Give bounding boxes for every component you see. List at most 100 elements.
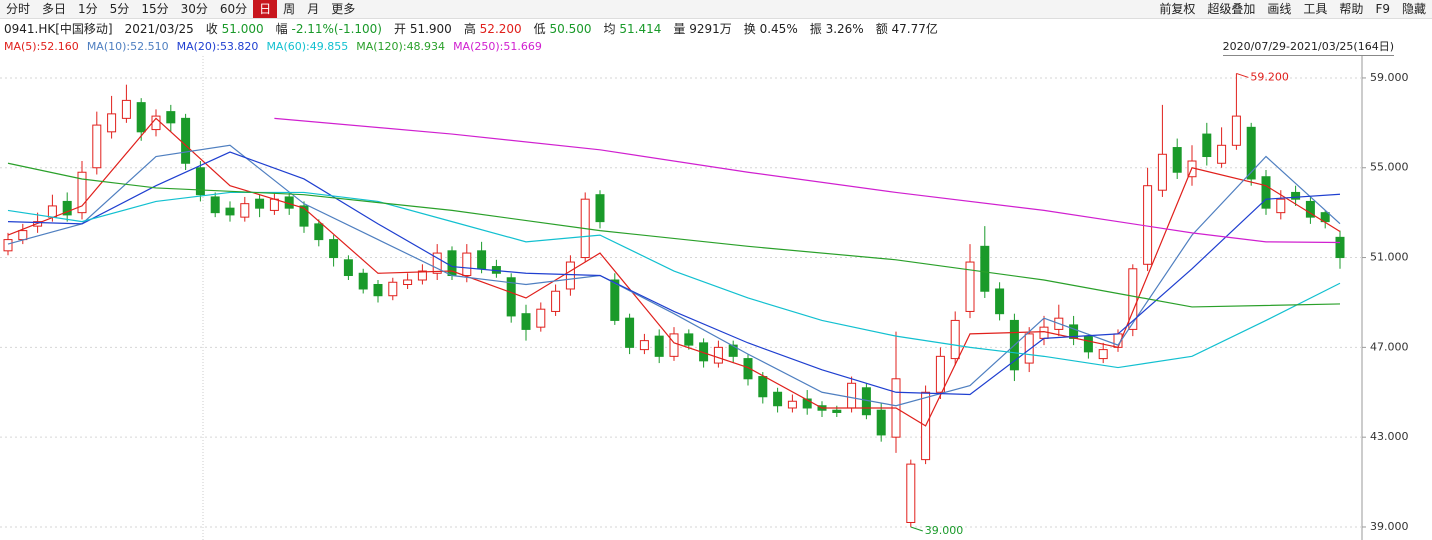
quote-value: 9291万 [689, 22, 732, 36]
tool-button[interactable]: 帮助 [1339, 2, 1364, 16]
period-tab[interactable]: 更多 [331, 2, 356, 16]
candle-body [1291, 191, 1301, 200]
legend-entry: MA(5):52.160 [4, 39, 79, 55]
candle-body [240, 203, 250, 218]
quote-value: 3.26% [825, 22, 864, 36]
candle-body [906, 463, 916, 523]
ma-line [7, 162, 1341, 308]
tool-button[interactable]: 画线 [1267, 2, 1292, 16]
quote-value: 51.000 [221, 22, 264, 36]
candle-body [995, 288, 1005, 315]
quote-label: 高 [463, 22, 476, 36]
tool-button[interactable]: 前复权 [1159, 2, 1196, 16]
candle-body [62, 200, 72, 216]
candle-body [787, 400, 797, 409]
annotation-label: 59.200 [1250, 70, 1289, 83]
quote-value: 50.500 [549, 22, 592, 36]
period-tab[interactable]: 1分 [78, 2, 98, 16]
quote-field: 量 9291万 [673, 20, 731, 38]
candle-body [684, 333, 694, 346]
legend-name: MA(60): [266, 40, 310, 53]
tool-button[interactable]: 隐藏 [1401, 2, 1426, 16]
y-tick-label: 39.000 [1370, 520, 1409, 533]
y-tick-label: 51.000 [1370, 251, 1409, 264]
candle-body [728, 344, 738, 357]
candle-body [1128, 268, 1138, 330]
candle-body [521, 313, 531, 330]
quote-field: 幅 -2.11%(-1.100) [276, 20, 382, 38]
quote-label: 开 [393, 22, 406, 36]
legend-name: MA(10): [86, 40, 131, 53]
candle-body [299, 205, 309, 227]
quote-field: 额 47.77亿 [876, 20, 938, 38]
quote-label: 均 [603, 22, 616, 36]
candle-body [255, 198, 265, 209]
candle-body [713, 346, 723, 364]
candle-body [625, 317, 635, 348]
legend-entry: MA(20):53.820 [177, 39, 259, 55]
candle-body [758, 376, 768, 398]
candle-body [432, 252, 442, 274]
period-tab[interactable]: 日 [253, 0, 278, 18]
tool-button[interactable]: 超级叠加 [1207, 2, 1256, 16]
toolbar: 分时 多日 1分 5分 15分 30分 60分日周月更多 前复权 超级叠加 画线 工具 帮助 F9 隐藏 [0, 0, 1432, 19]
ma-line [7, 191, 1341, 369]
period-menu: 分时 多日 1分 5分 15分 30分 60分日周月更多 [0, 0, 361, 18]
candle-body [373, 283, 383, 297]
quote-field: 换 0.45% [744, 20, 798, 38]
quote-value: 52.200 [479, 22, 522, 36]
y-tick-label: 55.000 [1370, 161, 1409, 174]
legend-entry: MA(250):51.669 [453, 39, 542, 55]
candle-body [329, 239, 339, 259]
candle-body [417, 270, 427, 281]
candle-body [358, 272, 368, 290]
legend-entry: MA(120):48.934 [356, 39, 445, 55]
candle-body [639, 340, 649, 351]
quote-label: 振 [809, 22, 822, 36]
candle-body [847, 382, 857, 409]
period-tab[interactable]: 60分 [219, 2, 248, 16]
period-tab[interactable]: 5分 [109, 2, 130, 16]
annotation-line [910, 526, 923, 532]
candle-body [3, 239, 13, 252]
tool-button[interactable]: 工具 [1303, 2, 1328, 16]
candle-body [1261, 176, 1271, 209]
legend-name: MA(20): [176, 40, 220, 53]
legend-value: 52.160 [40, 40, 79, 53]
candle-body [1143, 185, 1153, 265]
candle-body [832, 409, 842, 413]
quote-field: 均 51.414 [604, 20, 662, 38]
quote-label: 幅 [275, 22, 288, 36]
quote-value: 47.77亿 [891, 22, 938, 36]
candle-body [1202, 133, 1212, 158]
tool-menu: 前复权 超级叠加 画线 工具 帮助 F9 隐藏 [1153, 0, 1432, 18]
date-range[interactable]: 2020/07/29-2021/03/25(164日) [1222, 39, 1394, 56]
legend-entry: MA(60):49.855 [266, 39, 348, 55]
candle-body [773, 391, 783, 407]
candle-body [195, 167, 205, 196]
candle-body [1083, 335, 1093, 353]
quote-field: 高 52.200 [464, 20, 522, 38]
candle-body [950, 319, 960, 360]
candle-body [743, 358, 753, 380]
period-tab[interactable]: 分时 [6, 2, 31, 16]
period-tab[interactable]: 月 [307, 2, 320, 16]
candle-body [595, 194, 605, 223]
legend-value: 48.934 [406, 40, 446, 53]
period-tab[interactable]: 15分 [141, 2, 169, 16]
candle-body [654, 335, 664, 357]
tool-button[interactable]: F9 [1375, 2, 1390, 16]
legend-value: 52.510 [130, 40, 169, 53]
quote-label: 低 [533, 22, 546, 36]
candle-body [536, 308, 546, 328]
ma-line [274, 117, 1341, 244]
candle-body [610, 279, 620, 321]
legend-entry: MA(10):52.510 [87, 39, 169, 55]
annotation-line [1236, 72, 1249, 78]
period-tab[interactable]: 30分 [180, 2, 208, 16]
period-tab[interactable]: 周 [283, 2, 296, 16]
candle-body [181, 117, 191, 164]
candle-body [92, 124, 102, 169]
period-tab[interactable]: 多日 [42, 2, 67, 16]
